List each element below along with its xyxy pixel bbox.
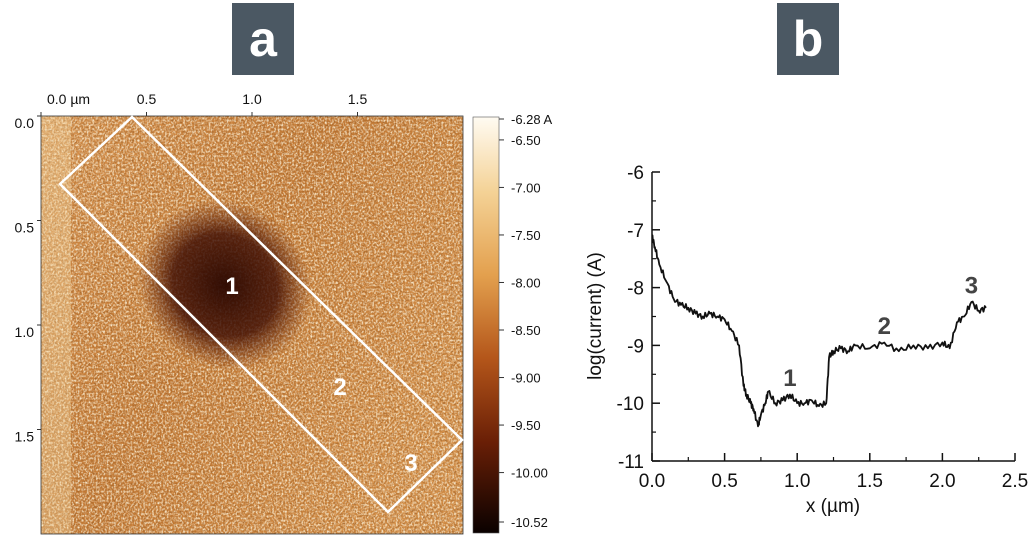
map-region-label-1: 1 [225, 273, 238, 300]
plot-y-tick-label: -8 [627, 279, 644, 300]
plot-x-tick-label: 2.5 [1002, 471, 1028, 492]
plot-annotation-3: 3 [965, 272, 978, 299]
panel-label-a: a [232, 3, 294, 75]
plot-x-tick-label: 2.0 [929, 471, 955, 492]
plot-x-tick-label: 1.0 [784, 471, 810, 492]
colorbar-tick-label: -7.50 [511, 228, 541, 243]
plot-annotation-2: 2 [878, 313, 891, 340]
plot-annotation-1: 1 [783, 365, 796, 392]
y-axis-label: log(current) (A) [585, 252, 606, 380]
map-x-tick-label: 0.0 µm [47, 91, 90, 107]
map-x-tick-label: 1.0 [242, 91, 262, 107]
current-map: 1 2 3 [40, 115, 464, 535]
colorbar-tick-label: -6.50 [511, 133, 541, 148]
colorbar-tick-label: -9.00 [511, 371, 541, 386]
plot-y-tick-label: -10 [617, 394, 644, 415]
profile-box [58, 115, 464, 514]
map-x-tick-label: 0.5 [137, 91, 157, 107]
map-region-label-3: 3 [404, 450, 417, 477]
map-y-tick-label: 1.5 [15, 429, 35, 445]
colorbar-ticks: -6.28 A -6.50 -7.00 -7.50 -8.00 -8.50 -9.00 -9.… [499, 112, 553, 530]
low-current-region [137, 199, 313, 371]
panel-label-b: b [777, 3, 839, 75]
colorbar-tick-label: -6.28 A [511, 112, 553, 127]
plot-x-tick-label: 0.0 [639, 471, 665, 492]
map-x-tick-label: 1.5 [348, 91, 368, 107]
map-x-axis: 0.0 µm 0.5 1.0 1.5 [40, 91, 368, 116]
plot-y-tick-label: -9 [627, 336, 644, 357]
plot-x-ticks: 0.0 0.5 1.0 1.5 2.0 2.5 [639, 453, 1028, 492]
map-y-tick-label: 0.5 [15, 220, 35, 236]
map-y-axis: 0.0 0.5 1.0 1.5 [15, 115, 41, 445]
plot-x-tick-label: 1.5 [857, 471, 883, 492]
colorbar-tick-label: -10.52 [511, 515, 548, 530]
plot-y-tick-label: -7 [627, 221, 644, 242]
colorbar [472, 116, 500, 534]
line-plot: 0.0 0.5 1.0 1.5 2.0 2.5 -6 -7 -8 -9 -10 -11 1 2 3 x … [585, 163, 1028, 517]
map-y-tick-label: 0.0 [15, 115, 35, 131]
map-region-label-2: 2 [333, 374, 346, 401]
x-axis-label: x (µm) [806, 496, 860, 517]
map-bright-edge [41, 116, 71, 534]
colorbar-tick-label: -8.50 [511, 323, 541, 338]
colorbar-tick-label: -8.00 [511, 275, 541, 290]
colorbar-tick-label: -9.50 [511, 418, 541, 433]
map-y-tick-label: 1.0 [15, 324, 35, 340]
plot-annotations: 1 2 3 [783, 272, 978, 391]
plot-y-tick-label: -11 [618, 452, 644, 473]
plot-y-ticks: -6 -7 -8 -9 -10 -11 [617, 163, 660, 473]
plot-y-tick-label: -6 [627, 163, 644, 184]
colorbar-tick-label: -10.00 [511, 466, 548, 481]
plot-x-tick-label: 0.5 [711, 471, 737, 492]
colorbar-tick-label: -7.00 [511, 180, 541, 195]
series-line [651, 234, 987, 428]
